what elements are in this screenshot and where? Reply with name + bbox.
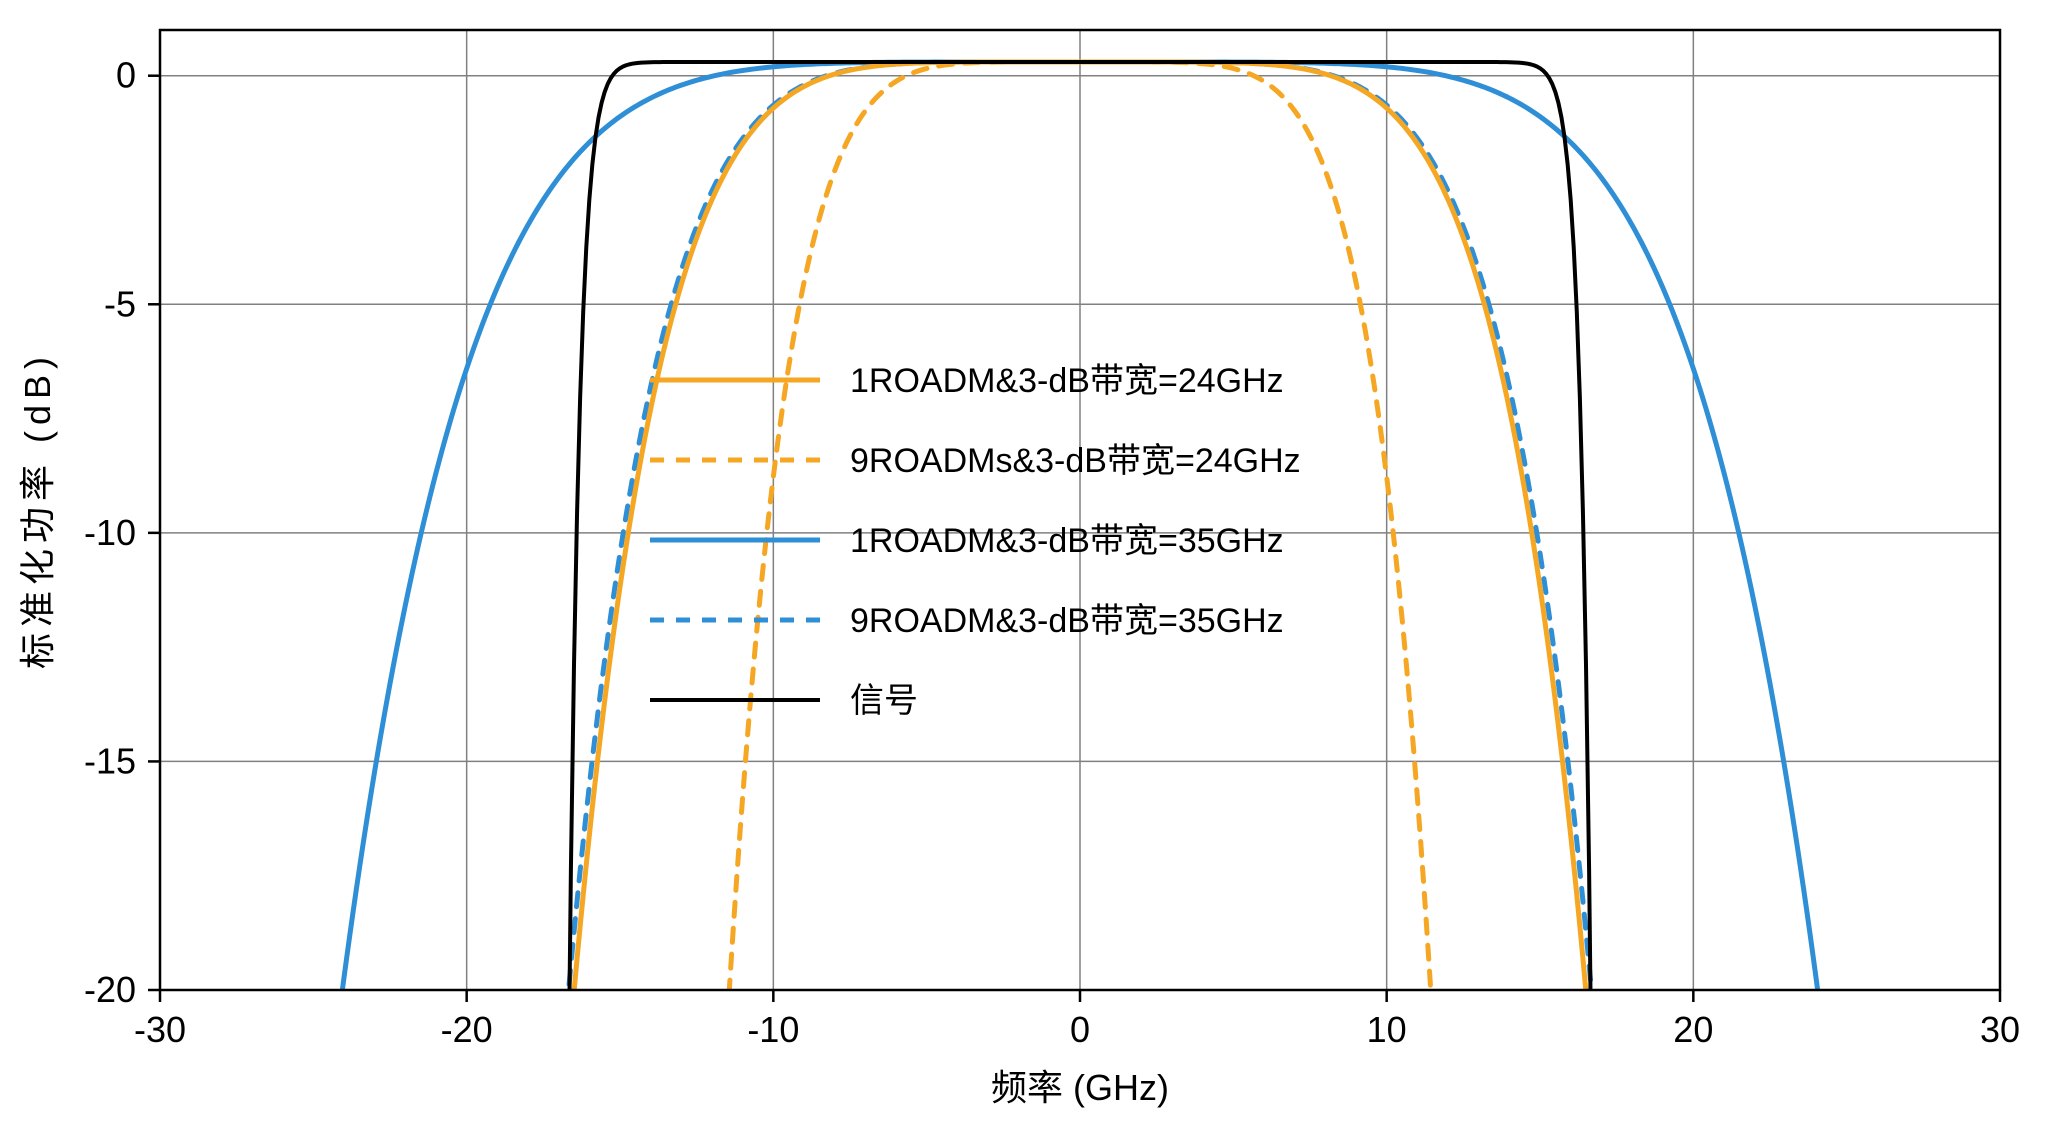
legend-label: 1ROADM&3-dB带宽=24GHz [850,362,1284,400]
x-tick-label: 20 [1673,1009,1713,1050]
x-axis-label: 频率 (GHz) [991,1067,1169,1108]
y-tick-label: -10 [84,512,136,553]
y-tick-label: -20 [84,969,136,1010]
x-tick-label: 0 [1070,1009,1090,1050]
y-tick-label: -15 [84,740,136,781]
x-tick-label: -10 [747,1009,799,1050]
legend-label: 信号 [850,682,918,720]
x-tick-label: 10 [1367,1009,1407,1050]
x-tick-label: 30 [1980,1009,2020,1050]
x-tick-label: -20 [441,1009,493,1050]
chart-container: { "chart": { "type": "line", "width": 20… [0,0,2049,1130]
x-tick-label: -30 [134,1009,186,1050]
line-chart: -30-20-1001020300-5-10-15-20频率 (GHz)标准化功… [0,0,2049,1130]
legend-label: 1ROADM&3-dB带宽=35GHz [850,522,1284,560]
legend-label: 9ROADMs&3-dB带宽=24GHz [850,442,1301,480]
y-tick-label: -5 [104,283,136,324]
y-axis-label: 标准化功率 (dB) [17,351,58,669]
legend-label: 9ROADM&3-dB带宽=35GHz [850,602,1284,640]
y-tick-label: 0 [116,55,136,96]
